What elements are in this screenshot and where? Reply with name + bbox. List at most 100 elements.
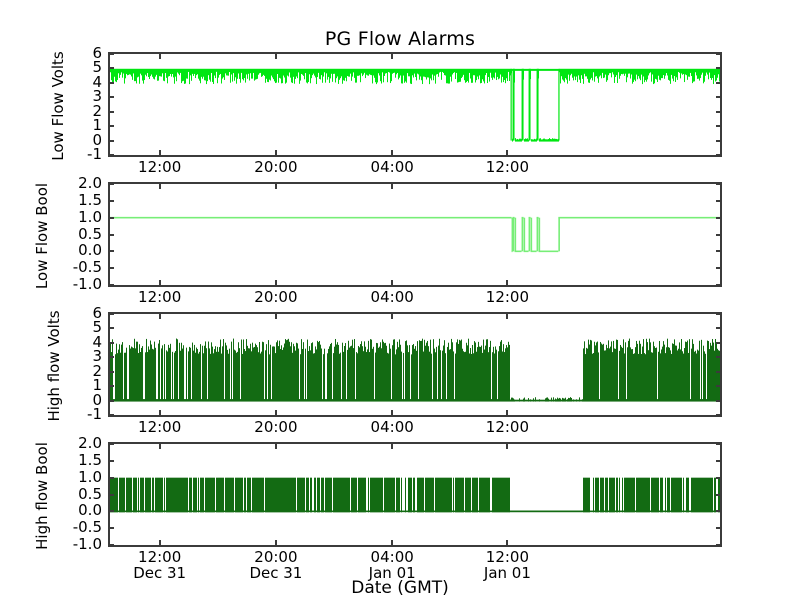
x-tick-date: Dec 31 <box>133 563 187 582</box>
x-tick-mark <box>506 410 509 415</box>
series-low-flow-volts <box>110 68 720 142</box>
y-tick-label: 0.5 <box>78 224 102 243</box>
y-tick-mark <box>716 81 720 84</box>
x-tick-label: 04:00 <box>371 159 414 176</box>
x-tick-time: 04:00 <box>370 418 414 436</box>
x-tick-date: Jan 01 <box>483 563 531 582</box>
x-tick-time: 12:00 <box>485 158 530 176</box>
y-tick-mark <box>716 370 720 373</box>
y-tick-label: 0.0 <box>78 241 102 260</box>
y-tick-label: 4 <box>92 72 102 91</box>
x-tick-time: 20:00 <box>254 158 298 176</box>
y-tick-label: 6 <box>92 304 102 322</box>
series-high-flow-volts <box>110 338 720 402</box>
y-tick-label: 2 <box>92 361 102 380</box>
x-tick-mark <box>506 444 509 449</box>
x-tick-time: 12:00 <box>138 418 182 436</box>
y-tick-mark <box>716 67 720 70</box>
y-tick-mark <box>110 154 114 156</box>
y-tick-label: 0.5 <box>78 484 102 503</box>
y-tick-mark <box>110 341 114 344</box>
x-tick-label: 04:00 <box>370 418 414 436</box>
x-tick-label: 04:00 <box>370 288 414 306</box>
y-tick-mark <box>110 493 114 496</box>
x-tick-mark <box>274 314 277 319</box>
x-tick-mark <box>506 280 509 285</box>
y-tick-label: 2 <box>92 101 102 120</box>
plot-panel-high-flow-bool <box>108 442 722 547</box>
x-tick-time: 12:00 <box>138 158 182 176</box>
series-high-flow-bool <box>110 477 720 513</box>
x-tick-mark <box>506 540 509 545</box>
y-tick-mark <box>110 67 114 70</box>
x-tick-label: 12:00 <box>485 158 530 176</box>
y-tick-mark <box>716 459 720 462</box>
x-tick-mark <box>391 540 394 545</box>
y-tick-label: 1.0 <box>78 467 102 486</box>
x-tick-mark <box>158 150 161 155</box>
y-tick-mark <box>716 493 720 496</box>
x-tick-time: 20:00 <box>254 288 298 306</box>
x-tick-mark <box>158 280 161 285</box>
plot-panel-low-flow-bool <box>108 182 722 287</box>
y-tick-label: -1 <box>87 145 102 163</box>
x-tick-label: 12:00 <box>138 289 181 306</box>
y-tick-mark <box>716 139 720 142</box>
x-tick-time: 12:00 <box>485 288 530 306</box>
x-tick-mark <box>158 444 161 449</box>
y-tick-label: 0.0 <box>78 501 102 520</box>
x-tick-label: 20:00 <box>254 288 298 306</box>
x-tick-label: 12:00 <box>485 288 530 306</box>
y-tick-mark <box>716 110 720 113</box>
y-tick-label: 0 <box>92 130 102 149</box>
y-tick-label: 1 <box>92 376 102 395</box>
x-tick-mark <box>391 150 394 155</box>
x-tick-time: 04:00 <box>370 288 414 306</box>
y-tick-mark <box>716 476 720 479</box>
y-tick-mark <box>716 284 720 286</box>
page-title: PG Flow Alarms <box>324 28 476 50</box>
x-tick-mark <box>391 444 394 449</box>
y-tick-mark <box>110 267 114 270</box>
y-tick-mark <box>110 233 114 236</box>
x-tick-mark <box>274 280 277 285</box>
y-tick-label: 5 <box>92 318 102 337</box>
y-tick-mark <box>110 327 114 330</box>
y-tick-mark <box>716 125 720 128</box>
x-axis-label: Date (GMT) <box>351 578 449 598</box>
y-tick-mark <box>716 267 720 270</box>
y-tick-mark <box>110 96 114 99</box>
x-tick-label: 20:00 <box>254 419 297 436</box>
y-tick-label: -0.5 <box>72 258 102 277</box>
x-tick-label: 12:00 Jan 01 <box>483 549 531 582</box>
y-tick-mark <box>716 341 720 344</box>
y-tick-mark <box>716 399 720 402</box>
x-tick-mark <box>506 314 509 319</box>
x-tick-mark <box>274 54 277 59</box>
y-tick-mark <box>716 414 720 416</box>
y-tick-mark <box>110 125 114 128</box>
y-tick-mark <box>716 199 720 202</box>
x-tick-time: 12:00 <box>485 418 530 436</box>
y-tick-label: -1.0 <box>72 275 102 293</box>
x-tick-label: 04:00 Jan 01 <box>369 549 416 582</box>
y-tick-mark <box>716 313 720 315</box>
x-tick-label: 12:00 <box>138 158 182 176</box>
x-tick-mark <box>274 184 277 189</box>
x-tick-time: 20:00 <box>254 548 298 566</box>
y-tick-label: 3 <box>92 347 102 366</box>
y-tick-label: 3 <box>92 87 102 106</box>
y-tick-mark <box>716 527 720 530</box>
y-tick-mark <box>110 199 114 202</box>
y-tick-label: 1.5 <box>78 450 102 469</box>
y-tick-mark <box>716 385 720 388</box>
y-tick-mark <box>110 313 114 315</box>
y-tick-mark <box>716 510 720 513</box>
x-tick-mark <box>274 410 277 415</box>
x-tick-time: 12:00 <box>138 548 182 566</box>
x-tick-mark <box>158 410 161 415</box>
y-tick-label: 4 <box>92 332 102 351</box>
y-tick-mark <box>110 183 114 185</box>
x-tick-mark <box>158 540 161 545</box>
